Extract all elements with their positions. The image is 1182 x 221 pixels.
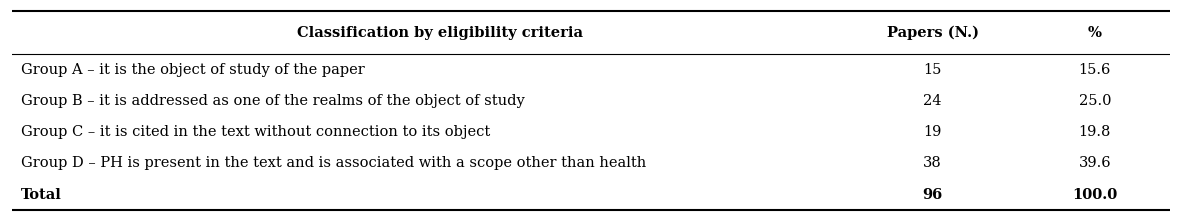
Text: 96: 96	[923, 188, 943, 202]
Text: 15.6: 15.6	[1079, 63, 1111, 77]
Text: Papers (N.): Papers (N.)	[886, 25, 979, 40]
Text: %: %	[1087, 26, 1102, 40]
Text: 19: 19	[923, 125, 942, 139]
Text: Classification by eligibility criteria: Classification by eligibility criteria	[298, 26, 584, 40]
Text: Group A – it is the object of study of the paper: Group A – it is the object of study of t…	[21, 63, 365, 77]
Text: 25.0: 25.0	[1079, 94, 1111, 108]
Text: 19.8: 19.8	[1079, 125, 1111, 139]
Text: 38: 38	[923, 156, 942, 170]
Text: 15: 15	[923, 63, 942, 77]
Text: Group D – PH is present in the text and is associated with a scope other than he: Group D – PH is present in the text and …	[21, 156, 647, 170]
Text: 100.0: 100.0	[1072, 188, 1117, 202]
Text: 24: 24	[923, 94, 942, 108]
Text: Total: Total	[21, 188, 61, 202]
Text: 39.6: 39.6	[1078, 156, 1111, 170]
Text: Group C – it is cited in the text without connection to its object: Group C – it is cited in the text withou…	[21, 125, 491, 139]
Text: Group B – it is addressed as one of the realms of the object of study: Group B – it is addressed as one of the …	[21, 94, 525, 108]
